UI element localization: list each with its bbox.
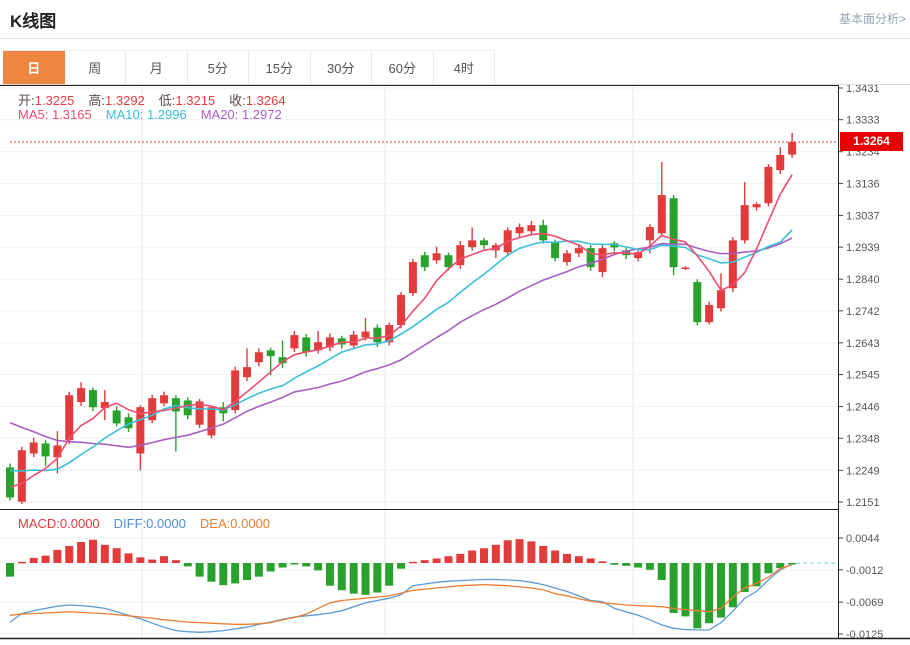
close-label: 收: (229, 93, 246, 108)
svg-text:1.3037: 1.3037 (846, 210, 880, 222)
svg-text:0.0044: 0.0044 (846, 533, 880, 545)
dea-value: 0.0000 (230, 516, 271, 531)
ma5-value: 1.3165 (51, 107, 92, 122)
ma10-value: 1.2996 (146, 107, 187, 122)
open-label: 开: (18, 93, 35, 108)
svg-text:1.3136: 1.3136 (846, 178, 880, 190)
tab-item-7[interactable]: 4时 (433, 51, 495, 86)
ma20-label: MA20: (200, 107, 239, 122)
macd-label: MACD: (18, 516, 60, 531)
diff-line (9, 563, 793, 633)
ma10-line (9, 229, 793, 472)
open-value: 1.3225 (34, 93, 75, 108)
dea-line (9, 564, 793, 625)
page-title: K线图 (10, 12, 57, 31)
tab-item-3[interactable]: 5分 (187, 51, 249, 86)
ma5-label: MA5: (18, 107, 49, 122)
ohlc-legend: 开:1.3225 高:1.3292 低:1.3215 收:1.3264 (18, 90, 300, 109)
low-label: 低: (158, 93, 176, 108)
ma10-label: MA10: (105, 107, 144, 122)
fundamental-analysis-link[interactable]: 基本面分析> (838, 12, 906, 26)
ma5-line (9, 174, 793, 489)
macd-value: 0.0000 (59, 516, 100, 531)
svg-text:-0.0069: -0.0069 (846, 597, 883, 609)
tab-item-1[interactable]: 周 (64, 51, 126, 86)
ma20-line (9, 237, 793, 449)
dea-label: DEA: (199, 516, 231, 531)
tab-item-0[interactable]: 日 (3, 51, 65, 86)
tab-item-4[interactable]: 15分 (249, 51, 311, 86)
svg-text:1.2348: 1.2348 (846, 433, 880, 445)
svg-text:1.2840: 1.2840 (846, 274, 880, 286)
svg-text:1.3333: 1.3333 (846, 115, 880, 127)
svg-text:1.2742: 1.2742 (846, 306, 880, 318)
high-label: 高: (88, 93, 106, 108)
macd-chart-svg[interactable]: 0.0044-0.0012-0.0069-0.0125 (0, 509, 910, 645)
current-price-badge: 1.3264 (840, 132, 903, 151)
diff-label: DIFF: (113, 516, 147, 531)
diff-value: 0.0000 (146, 516, 186, 531)
low-value: 1.3215 (175, 93, 216, 108)
candles-layer (6, 132, 797, 504)
close-value: 1.3264 (245, 93, 286, 108)
svg-text:1.2151: 1.2151 (846, 497, 880, 509)
svg-text:1.3431: 1.3431 (846, 85, 880, 95)
svg-text:1.2446: 1.2446 (846, 402, 880, 414)
tab-item-2[interactable]: 月 (126, 51, 188, 86)
macd-histogram (6, 539, 797, 629)
ma20-value: 1.2972 (241, 107, 282, 122)
svg-text:1.2545: 1.2545 (846, 370, 880, 382)
svg-text:-0.0012: -0.0012 (846, 565, 883, 577)
interval-tab-bar: 日周月 5分 15分 30分 60分 4时 (3, 50, 495, 86)
tab-item-5[interactable]: 30分 (310, 51, 372, 86)
ma-legend: MA5: 1.3165 MA10: 1.2996 MA20: 1.2972 (18, 107, 296, 122)
svg-text:1.2939: 1.2939 (846, 242, 880, 254)
tabrow-underline (0, 84, 910, 85)
svg-text:1.2249: 1.2249 (846, 465, 880, 477)
high-value: 1.3292 (105, 93, 145, 108)
main-chart-svg[interactable]: 1.34311.33331.32341.31361.30371.29391.28… (0, 85, 910, 509)
macd-legend: MACD:0.0000 DIFF:0.0000 DEA:0.0000 (18, 516, 284, 531)
svg-text:1.2643: 1.2643 (846, 338, 880, 350)
title-divider (0, 38, 910, 39)
tab-item-6[interactable]: 60分 (372, 51, 434, 86)
